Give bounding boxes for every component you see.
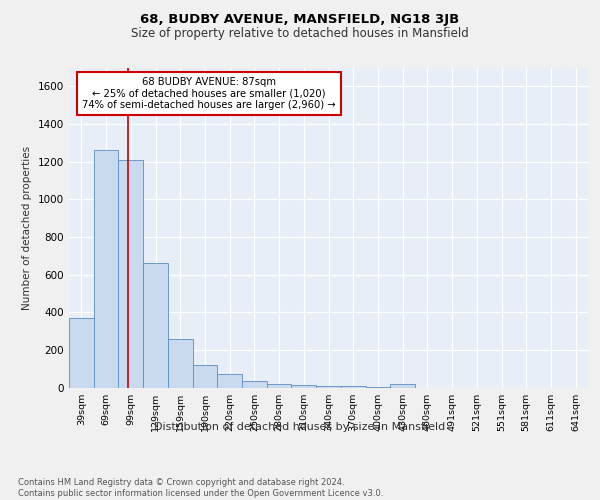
Bar xyxy=(143,264,168,388)
Bar xyxy=(217,374,242,388)
Bar xyxy=(69,318,94,388)
Y-axis label: Number of detached properties: Number of detached properties xyxy=(22,146,32,310)
Text: 68, BUDBY AVENUE, MANSFIELD, NG18 3JB: 68, BUDBY AVENUE, MANSFIELD, NG18 3JB xyxy=(140,12,460,26)
Bar xyxy=(365,386,390,388)
Bar xyxy=(168,338,193,388)
Bar xyxy=(292,384,316,388)
Bar xyxy=(267,384,292,388)
Bar xyxy=(390,384,415,388)
Text: 68 BUDBY AVENUE: 87sqm
← 25% of detached houses are smaller (1,020)
74% of semi-: 68 BUDBY AVENUE: 87sqm ← 25% of detached… xyxy=(82,77,336,110)
Bar xyxy=(242,381,267,388)
Bar xyxy=(341,386,365,388)
Text: Contains HM Land Registry data © Crown copyright and database right 2024.
Contai: Contains HM Land Registry data © Crown c… xyxy=(18,478,383,498)
Bar xyxy=(118,160,143,388)
Text: Size of property relative to detached houses in Mansfield: Size of property relative to detached ho… xyxy=(131,28,469,40)
Bar xyxy=(316,386,341,388)
Bar xyxy=(193,365,217,388)
Text: Distribution of detached houses by size in Mansfield: Distribution of detached houses by size … xyxy=(154,422,446,432)
Bar xyxy=(94,150,118,388)
